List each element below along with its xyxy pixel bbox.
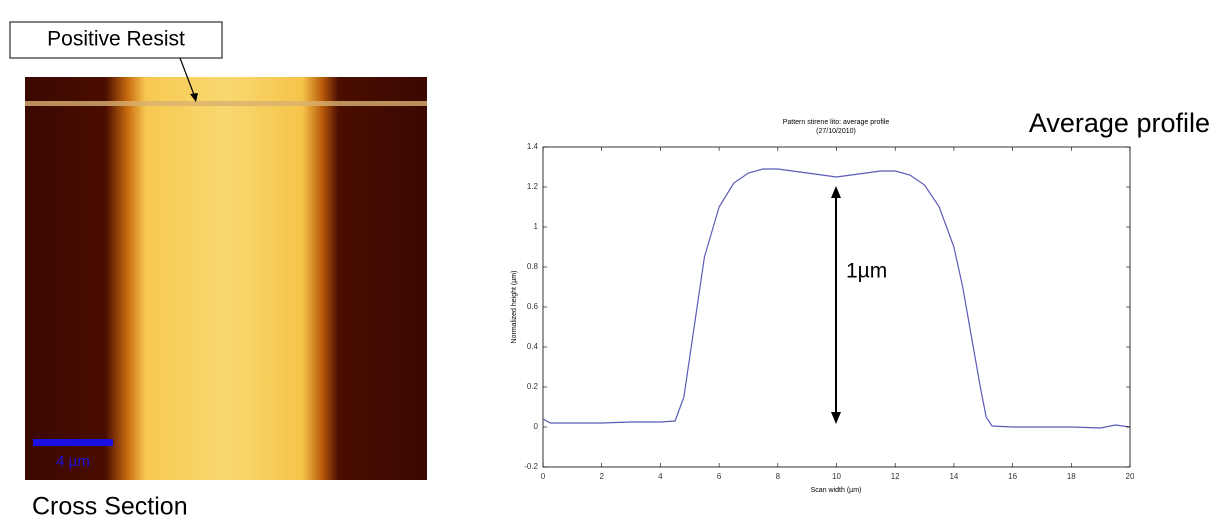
x-tick-label: 16 — [1008, 472, 1017, 481]
callout-label: Positive Resist — [47, 28, 185, 51]
chart-title: Pattern stirene lito: average profile — [783, 119, 890, 126]
y-tick-label: 1.2 — [527, 182, 539, 191]
x-tick-label: 12 — [891, 472, 900, 481]
callout-box — [9, 21, 223, 59]
y-axis-label: Normalized height (µm) — [511, 271, 518, 344]
chart: Pattern stirene lito: average profile (2… — [511, 119, 1135, 494]
y-tick-label: -0.2 — [524, 462, 538, 471]
arrowhead-top — [831, 186, 841, 198]
y-tick-label: 0.8 — [527, 262, 539, 271]
y-tick-label: 1.4 — [527, 142, 539, 151]
heading: Average profile — [1029, 108, 1210, 138]
callout-arrowhead — [190, 93, 198, 102]
afm-image: 4 µm — [25, 77, 427, 480]
y-tick-label: 0.4 — [527, 342, 539, 351]
scale-bar-label: 4 µm — [56, 453, 90, 470]
chart-subtitle: (27/10/2010) — [816, 128, 856, 135]
x-tick-label: 2 — [599, 472, 604, 481]
x-tick-label: 0 — [541, 472, 546, 481]
x-tick-label: 18 — [1067, 472, 1076, 481]
annotation: 1µm — [846, 260, 887, 283]
scale-bar — [33, 439, 113, 446]
x-axis-label: Scan width (µm) — [811, 487, 862, 494]
y-tick-label: 0.2 — [527, 382, 539, 391]
caption: Cross Section — [32, 493, 188, 521]
y-tick-label: 1 — [534, 222, 539, 231]
x-tick-label: 4 — [658, 472, 663, 481]
x-tick-label: 10 — [832, 472, 841, 481]
x-tick-label: 14 — [949, 472, 958, 481]
afm-scan — [25, 77, 427, 480]
profile-line — [542, 168, 1131, 429]
x-tick-label: 6 — [717, 472, 722, 481]
y-tick-label: 0 — [534, 422, 539, 431]
arrowhead-bottom — [831, 412, 841, 424]
y-tick-label: 0.6 — [527, 302, 539, 311]
x-tick-label: 8 — [776, 472, 781, 481]
callout-arrow — [179, 57, 197, 101]
x-tick-label: 20 — [1126, 472, 1135, 481]
resist-line — [25, 101, 427, 106]
